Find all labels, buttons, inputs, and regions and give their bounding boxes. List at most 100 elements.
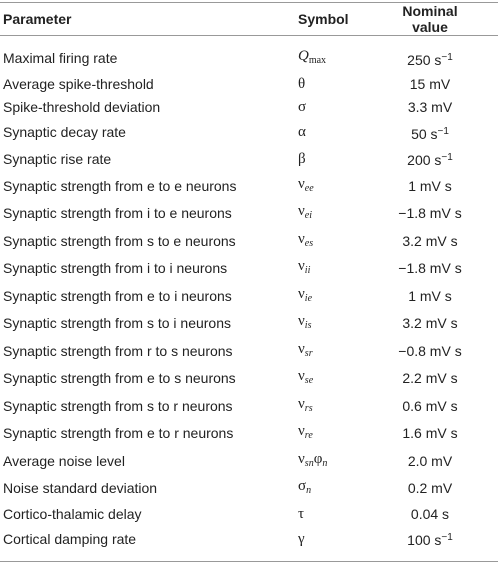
parameter-cell: Synaptic strength from i to i neurons [3,260,228,276]
subscript: ii [304,265,311,276]
value-cell: 3.2 mV s [392,310,498,338]
text-segment: 200 s [407,152,442,168]
text-segment: −1.8 mV s [398,260,462,276]
table-row: Synaptic strength from e to s neurons νse… [0,365,498,393]
parameter-cell: Synaptic decay rate [3,124,126,140]
parameter-cell: Synaptic rise rate [3,150,112,167]
text-segment: τ [298,505,305,522]
value-cell: 1.6 mV s [392,420,498,448]
table-header: Parameter Symbol Nominal value [0,2,498,36]
subscript: ei [304,210,313,221]
subscript: rs [304,402,313,414]
text-segment: ν [298,423,305,439]
value-cell: −1.8 mV s [392,200,498,228]
subscript: ee [304,182,314,194]
text-segment: 1 mV s [408,287,452,304]
parameter-cell: Synaptic strength from i to e neurons [3,205,232,221]
text-segment: Q [298,48,309,64]
value-cell: 0.2 mV [392,475,498,503]
table-row: Synaptic strength from r to s neurons νsr… [0,338,498,366]
table-row: Synaptic strength from i to i neurons νii… [0,255,498,283]
symbol-cell: β [298,146,392,173]
value-cell: 2.0 mV [392,448,498,476]
header-cell: Nominal value [402,3,458,35]
header-cell: Symbol [298,11,349,27]
parameter-cell: Synaptic strength from r to s neurons [3,342,233,359]
parameter-cell: Synaptic strength from s to r neurons [3,397,233,414]
table-row: Synaptic strength from s to r neurons νrs… [0,393,498,421]
text-segment: ν [298,313,305,329]
parameter-cell: Spike-threshold deviation [3,99,161,115]
table-row: Noise standard deviation σn 0.2 mV [0,475,498,503]
text-segment: 250 s [407,51,442,68]
text-segment: 2.0 mV [407,452,453,469]
symbol-cell: γ [298,526,392,561]
parameter-cell: Cortical damping rate [3,530,137,547]
parameter-cell: Maximal firing rate [3,50,118,66]
parameter-cell: Synaptic strength from e to r neurons [3,425,234,441]
symbol-cell: σn [298,475,392,503]
table-row: Synaptic strength from i to e neurons νei… [0,200,498,228]
symbol-cell: νie [298,283,392,311]
header-row: Parameter Symbol Nominal value [0,2,498,36]
value-cell: 2.2 mV s [392,365,498,393]
superscript: −1 [441,152,453,163]
table-body: Maximal firing rate Qmax 250 s−1 Average sp… [0,36,498,561]
value-cell: 200 s−1 [392,146,498,173]
text-segment: σ [298,478,307,494]
text-segment: 2.2 mV s [402,370,458,386]
text-segment: ν [298,340,305,357]
table-row: Synaptic strength from e to i neurons νie… [0,283,498,311]
symbol-cell: νes [298,228,392,256]
value-cell: 0.04 s [392,503,498,527]
text-segment: 15 mV [409,75,451,92]
symbol-cell: νse [298,365,392,393]
subscript: se [304,375,314,386]
text-segment: α [298,124,306,140]
text-segment: 1.6 mV s [402,425,458,441]
subscript: es [304,237,314,249]
value-cell: −0.8 mV s [392,338,498,366]
table-row: Average noise level νsnφn 2.0 mV [0,448,498,476]
table-row: Spike-threshold deviation σ 3.3 mV [0,96,498,120]
value-cell: −1.8 mV s [392,255,498,283]
symbol-cell: νee [298,173,392,201]
parameter-cell: Synaptic strength from e to e neurons [3,177,237,194]
subscript: n [306,485,312,496]
parameter-cell: Noise standard deviation [3,480,158,496]
symbol-cell: θ [298,73,392,97]
symbol-cell: νrs [298,393,392,421]
text-segment: 0.04 s [410,505,450,522]
superscript: −1 [437,125,449,137]
text-segment: 50 s [411,125,438,142]
text-segment: β [298,150,306,167]
text-segment: φ [313,450,323,467]
text-segment: ν [298,203,305,219]
text-segment: ν [298,395,305,412]
text-segment: ν [298,450,305,467]
parameter-cell: Synaptic strength from e to s neurons [3,370,236,386]
value-cell: 1 mV s [392,173,498,201]
subscript: max [308,55,327,66]
table-row: Synaptic decay rate α 50 s−1 [0,120,498,147]
text-segment: 0.2 mV [407,480,453,496]
text-segment: γ [298,530,305,547]
table-row: Synaptic strength from s to i neurons νis… [0,310,498,338]
parameter-cell: Synaptic strength from e to i neurons [3,287,232,304]
subscript: is [304,320,312,331]
table-row: Synaptic rise rate β 200 s−1 [0,146,498,173]
text-segment: 1 mV s [408,177,452,194]
symbol-cell: νei [298,200,392,228]
subscript: sn [304,457,314,469]
table-row: Synaptic strength from e to e neurons νee… [0,173,498,201]
table-row: Synaptic strength from e to r neurons νre… [0,420,498,448]
text-segment: ν [298,285,305,302]
symbol-cell: σ [298,96,392,120]
symbol-cell: νis [298,310,392,338]
symbol-cell: νii [298,255,392,283]
subscript: n [322,457,328,469]
symbol-cell: τ [298,503,392,527]
text-segment: θ [298,75,306,92]
value-cell: 15 mV [392,73,498,97]
